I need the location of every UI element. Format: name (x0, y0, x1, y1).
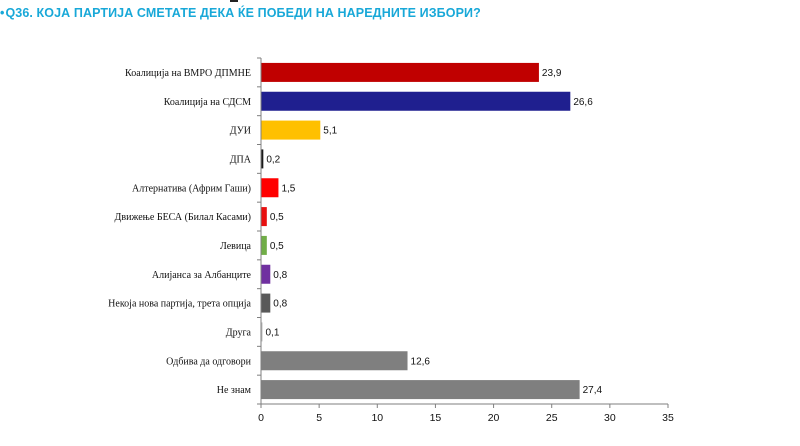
data-label: 0,8 (273, 299, 287, 310)
data-label: 26,6 (573, 97, 593, 108)
data-label: 12,6 (411, 356, 431, 367)
x-tick-label: 35 (662, 412, 674, 424)
category-label: Алијанса за Албанците (152, 270, 252, 281)
chart-title: •Q36. КОЈА ПАРТИЈА СМЕТАТЕ ДЕКА ЌЕ ПОБЕД… (0, 6, 481, 20)
data-label: 5,1 (323, 126, 337, 137)
bar (261, 351, 408, 371)
bar (261, 149, 264, 169)
data-label: 0,8 (273, 270, 287, 281)
category-label: Некоја нова партија, трета опција (108, 299, 251, 310)
bar (261, 120, 321, 140)
bar (261, 178, 279, 198)
data-label: 0,1 (266, 327, 280, 338)
category-label: ДУИ (230, 126, 251, 137)
bar (261, 322, 263, 342)
bar (261, 264, 271, 284)
x-tick-label: 10 (371, 412, 383, 424)
bar (261, 235, 267, 255)
category-label: Движење БЕСА (Билал Касами) (115, 212, 251, 223)
category-label: Не знам (217, 385, 252, 396)
title-text: Q36. КОЈА ПАРТИЈА СМЕТАТЕ ДЕКА ЌЕ ПОБЕДИ… (5, 6, 481, 20)
data-label: 0,2 (266, 154, 280, 165)
category-label: Друга (226, 327, 252, 338)
category-label: Одбива да одговори (166, 356, 251, 367)
category-label: Левица (220, 241, 252, 252)
bar (261, 91, 571, 111)
data-label: 0,5 (270, 212, 284, 223)
bar (261, 293, 271, 313)
x-tick-label: 0 (258, 412, 264, 424)
category-label: Коалиција на СДСМ (164, 97, 251, 108)
data-label: 27,4 (583, 385, 603, 396)
title-bullet: • (0, 6, 5, 20)
bar (261, 207, 267, 227)
bar (261, 62, 539, 82)
data-label: 0,5 (270, 241, 284, 252)
x-tick-label: 15 (430, 412, 442, 424)
category-label: ДПА (230, 154, 252, 165)
category-label: Алтернатива (Африм Гаши) (132, 183, 251, 194)
category-label: Коалиција на ВМРО ДПМНЕ (125, 68, 251, 79)
x-tick-label: 5 (316, 412, 322, 424)
x-tick-label: 30 (604, 412, 616, 424)
bar (261, 380, 580, 400)
x-tick-label: 25 (546, 412, 558, 424)
x-tick-label: 20 (488, 412, 500, 424)
top-divider (230, 0, 238, 2)
data-label: 23,9 (542, 68, 562, 79)
data-label: 1,5 (281, 183, 295, 194)
